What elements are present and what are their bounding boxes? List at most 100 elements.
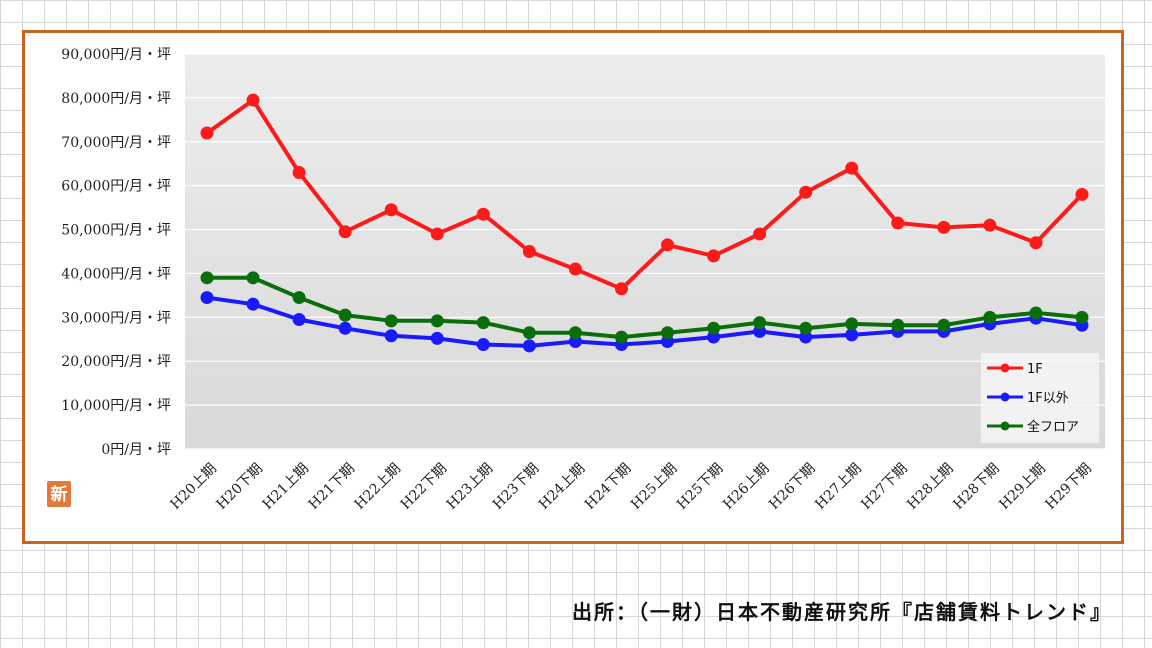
series-line xyxy=(206,295,1083,348)
data-point xyxy=(292,291,306,305)
data-point xyxy=(891,318,905,332)
data-point xyxy=(292,166,306,179)
new-badge-text: 新 xyxy=(51,484,68,505)
gridlines xyxy=(185,53,1105,450)
plot-background xyxy=(185,54,1105,449)
x-tick-label: H29下期 xyxy=(1042,461,1094,513)
legend-swatch-marker xyxy=(1000,392,1010,402)
legend-label: 全フロア xyxy=(1027,419,1079,435)
data-point xyxy=(937,220,951,234)
series-line xyxy=(205,98,1084,291)
legend-label: 1F xyxy=(1027,362,1043,377)
x-tick-label: H24下期 xyxy=(582,461,634,513)
legend-swatch-marker xyxy=(1000,421,1010,431)
y-tick-label: 60,000円/月・坪 xyxy=(61,179,171,195)
data-point xyxy=(1075,310,1089,324)
y-tick-label: 40,000円/月・坪 xyxy=(61,266,171,282)
data-point xyxy=(661,326,675,340)
series-line xyxy=(207,275,1083,340)
data-point xyxy=(753,227,767,241)
data-point xyxy=(614,330,628,344)
data-point xyxy=(522,326,536,340)
new-badge-box xyxy=(47,481,71,507)
data-point xyxy=(430,314,444,328)
series-lines xyxy=(205,98,1084,348)
data-point xyxy=(384,314,398,328)
y-tick-label: 90,000円/月・坪 xyxy=(61,47,171,63)
data-point xyxy=(476,207,490,221)
x-tick-label: H25上期 xyxy=(628,461,680,513)
x-tick-label: H24上期 xyxy=(536,461,588,513)
data-point xyxy=(937,318,951,332)
legend-swatch-marker xyxy=(1000,363,1010,373)
data-point xyxy=(384,329,398,343)
y-axis: 0円/月・坪 10,000円/月・坪 20,000円/月・坪 30,000円/月・坪 4… xyxy=(61,47,171,458)
y-tick-label: 80,000円/月・坪 xyxy=(61,91,171,107)
data-point xyxy=(845,161,859,175)
y-tick-label: 50,000円/月・坪 xyxy=(61,223,171,239)
data-point xyxy=(292,313,306,327)
y-tick-label: 70,000円/月・坪 xyxy=(61,135,171,151)
data-point xyxy=(430,227,444,241)
data-point xyxy=(707,249,721,263)
x-tick-label: H27下期 xyxy=(858,461,910,513)
new-badge: 新 xyxy=(47,481,71,507)
x-axis: H20上期H20下期H21上期H21下期H22上期H22下期H23上期H23下期… xyxy=(167,461,1094,513)
x-tick-label: H23上期 xyxy=(444,461,496,513)
data-point xyxy=(845,317,859,331)
data-point xyxy=(246,297,260,311)
data-point xyxy=(845,328,859,342)
y-tick-label: 0円/月・坪 xyxy=(101,442,171,458)
data-point xyxy=(476,338,490,352)
x-tick-label: H23下期 xyxy=(490,461,542,513)
data-point xyxy=(430,331,444,345)
data-point xyxy=(522,245,536,258)
data-point xyxy=(983,310,997,324)
legend-label: 1F以外 xyxy=(1027,391,1069,406)
x-tick-label: H29上期 xyxy=(996,461,1048,513)
chart-frame: 0円/月・坪 10,000円/月・坪 20,000円/月・坪 30,000円/月・坪 4… xyxy=(22,30,1124,544)
x-tick-label: H22上期 xyxy=(352,461,404,513)
source-note: 出所：（一財）日本不動産研究所『店舗賃料トレンド』 xyxy=(572,600,1112,624)
data-point xyxy=(983,218,997,232)
series-points xyxy=(200,93,1089,353)
data-point xyxy=(338,321,352,335)
data-point xyxy=(799,321,813,335)
x-tick-label: H22下期 xyxy=(398,461,450,513)
x-tick-label: H28下期 xyxy=(950,461,1002,513)
x-tick-label: H25下期 xyxy=(674,461,726,513)
y-tick-label: 30,000円/月・坪 xyxy=(61,310,171,326)
line-chart: 0円/月・坪 10,000円/月・坪 20,000円/月・坪 30,000円/月・坪 4… xyxy=(47,47,1105,513)
x-tick-label: H28上期 xyxy=(904,461,956,513)
x-tick-label: H21上期 xyxy=(260,461,312,513)
data-point xyxy=(200,126,214,140)
data-point xyxy=(1029,236,1043,250)
data-point xyxy=(476,316,490,330)
data-point xyxy=(338,308,352,322)
data-point xyxy=(200,271,214,285)
data-point xyxy=(891,216,905,230)
data-point xyxy=(568,262,582,276)
x-tick-label: H20下期 xyxy=(214,461,266,513)
data-point xyxy=(384,203,398,217)
x-tick-label: H27上期 xyxy=(812,461,864,513)
x-tick-label: H26下期 xyxy=(766,461,818,513)
x-tick-label: H21下期 xyxy=(306,461,358,513)
data-point xyxy=(799,185,813,199)
y-tick-label: 20,000円/月・坪 xyxy=(61,354,171,370)
data-point xyxy=(1029,306,1043,320)
data-point xyxy=(1075,187,1089,201)
x-tick-label: H20上期 xyxy=(167,461,219,513)
data-point xyxy=(568,326,582,340)
data-point xyxy=(246,271,260,285)
data-point xyxy=(338,225,352,239)
x-tick-label: H26上期 xyxy=(720,461,772,513)
data-point xyxy=(614,282,628,296)
y-tick-label: 10,000円/月・坪 xyxy=(61,398,171,414)
data-point xyxy=(200,291,214,305)
data-point xyxy=(661,238,675,252)
data-point xyxy=(707,321,721,335)
data-point xyxy=(522,339,536,353)
data-point xyxy=(246,93,260,107)
